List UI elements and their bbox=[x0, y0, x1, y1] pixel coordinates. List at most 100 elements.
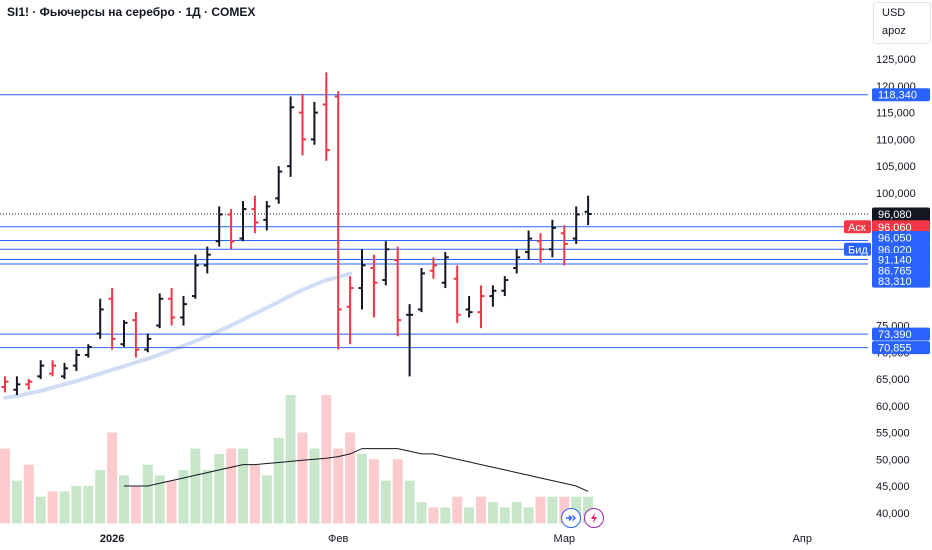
y-tick-label: 115,000 bbox=[876, 108, 915, 120]
price-label-bg bbox=[872, 242, 930, 256]
volume-bar bbox=[249, 464, 260, 524]
ohlc-bar bbox=[525, 230, 533, 260]
ohlc-bar bbox=[572, 206, 580, 244]
time-axis[interactable]: 2026 Фев Мар Апр bbox=[100, 533, 812, 545]
ohlc-bar bbox=[299, 93, 306, 156]
ohlc-bar bbox=[418, 268, 425, 313]
price-label-level: 70,855 bbox=[872, 341, 930, 355]
ohlc-bar bbox=[168, 288, 176, 326]
horizontal-levels[interactable] bbox=[0, 94, 868, 349]
volume-bar bbox=[190, 448, 201, 524]
volume-bar bbox=[178, 469, 189, 524]
price-label-bg bbox=[872, 341, 930, 355]
price-label-bg bbox=[872, 220, 930, 234]
ohlc-bars bbox=[1, 72, 592, 396]
ohlc-bar bbox=[49, 360, 57, 377]
replay-button[interactable] bbox=[561, 508, 581, 528]
ohlc-bar bbox=[239, 201, 247, 242]
price-label-value: 91,140 bbox=[878, 254, 912, 266]
volume-bar bbox=[321, 395, 332, 524]
ohlc-bar bbox=[275, 166, 283, 204]
volume-bar bbox=[273, 437, 284, 524]
volume-bar bbox=[428, 507, 439, 524]
lightning-icon bbox=[591, 512, 597, 524]
volume-bar bbox=[11, 480, 22, 524]
chart-title: SI1! · Фьючерсы на серебро · 1Д · COMEX bbox=[7, 5, 256, 19]
ohlc-bar bbox=[358, 249, 366, 310]
ohlc-bar bbox=[429, 257, 437, 279]
currency-selector[interactable]: USD apoz bbox=[873, 2, 931, 44]
x-tick-label: Фев bbox=[328, 533, 348, 545]
ohlc-bar bbox=[287, 96, 295, 177]
price-ma-line bbox=[3, 271, 353, 400]
volume-bar bbox=[392, 459, 403, 524]
ohlc-bar bbox=[548, 219, 556, 258]
volume-bar bbox=[416, 502, 427, 524]
price-axis[interactable]: 40,00045,00050,00055,00060,00065,00070,0… bbox=[876, 54, 916, 520]
ohlc-bar bbox=[501, 276, 509, 297]
price-label-bg bbox=[872, 274, 930, 288]
price-label-bg bbox=[872, 230, 930, 244]
price-moving-average bbox=[3, 271, 353, 400]
volume-bar bbox=[83, 486, 94, 524]
ohlc-bar bbox=[251, 195, 259, 234]
ohlc-bar bbox=[13, 376, 21, 396]
volume-bar bbox=[511, 502, 522, 524]
volume-bar bbox=[357, 453, 367, 524]
volume-bar bbox=[119, 475, 129, 524]
ohlc-bar bbox=[263, 201, 271, 231]
y-tick-label: 105,000 bbox=[876, 161, 916, 173]
volume-bar bbox=[47, 491, 58, 524]
price-label-value: 70,855 bbox=[878, 343, 912, 355]
y-tick-label: 125,000 bbox=[876, 54, 916, 66]
ohlc-bar bbox=[25, 379, 33, 390]
volume-bar bbox=[452, 496, 463, 524]
ohlc-bar bbox=[84, 344, 92, 358]
ohlc-bar bbox=[489, 285, 497, 307]
price-label-level: 118,340 bbox=[872, 88, 930, 102]
price-label-level: 73,390 bbox=[872, 327, 930, 341]
unit-label: apoz bbox=[882, 25, 906, 37]
volume-bar bbox=[0, 448, 10, 524]
ohlc-bar bbox=[370, 254, 378, 318]
price-label-value: 96,060 bbox=[878, 222, 912, 234]
price-label-bg bbox=[872, 327, 930, 341]
ohlc-bar bbox=[465, 296, 473, 318]
ohlc-bar bbox=[322, 72, 330, 161]
ohlc-bar bbox=[584, 195, 592, 226]
volume-moving-average bbox=[124, 448, 589, 492]
ohlc-bar bbox=[382, 241, 390, 286]
price-label-level: 91,140 bbox=[872, 252, 930, 266]
volume-bar bbox=[476, 496, 486, 524]
volume-bar bbox=[59, 491, 70, 524]
ohlc-bar bbox=[477, 285, 485, 329]
y-tick-label: 60,000 bbox=[876, 401, 910, 413]
price-label-bg bbox=[872, 252, 930, 266]
volume-bar bbox=[166, 480, 177, 524]
price-label-value: 73,390 bbox=[878, 329, 912, 341]
y-tick-label: 55,000 bbox=[876, 428, 910, 440]
y-tick-label: 65,000 bbox=[876, 374, 910, 386]
y-tick-label: 50,000 bbox=[876, 454, 910, 466]
ohlc-bar bbox=[120, 320, 128, 347]
price-label-bg bbox=[872, 264, 930, 278]
price-label-level: 83,310 bbox=[872, 274, 930, 288]
volume-bar bbox=[23, 464, 34, 524]
ohlc-bar bbox=[441, 251, 449, 289]
ohlc-bar bbox=[191, 254, 199, 299]
volume-bar bbox=[345, 432, 356, 524]
ohlc-bar bbox=[1, 376, 9, 393]
ohlc-bar bbox=[215, 206, 223, 247]
lightning-button[interactable] bbox=[584, 508, 604, 528]
ohlc-bar bbox=[156, 293, 164, 329]
volume-bar bbox=[547, 496, 558, 524]
volume-bar bbox=[499, 507, 510, 524]
volume-bar bbox=[297, 432, 308, 524]
price-tag-bg bbox=[844, 242, 871, 256]
volume-bar bbox=[107, 432, 118, 524]
volume-bars bbox=[0, 395, 594, 524]
ohlc-bar bbox=[37, 360, 45, 379]
ohlc-bar bbox=[334, 91, 342, 350]
ohlc-bar bbox=[108, 288, 116, 350]
